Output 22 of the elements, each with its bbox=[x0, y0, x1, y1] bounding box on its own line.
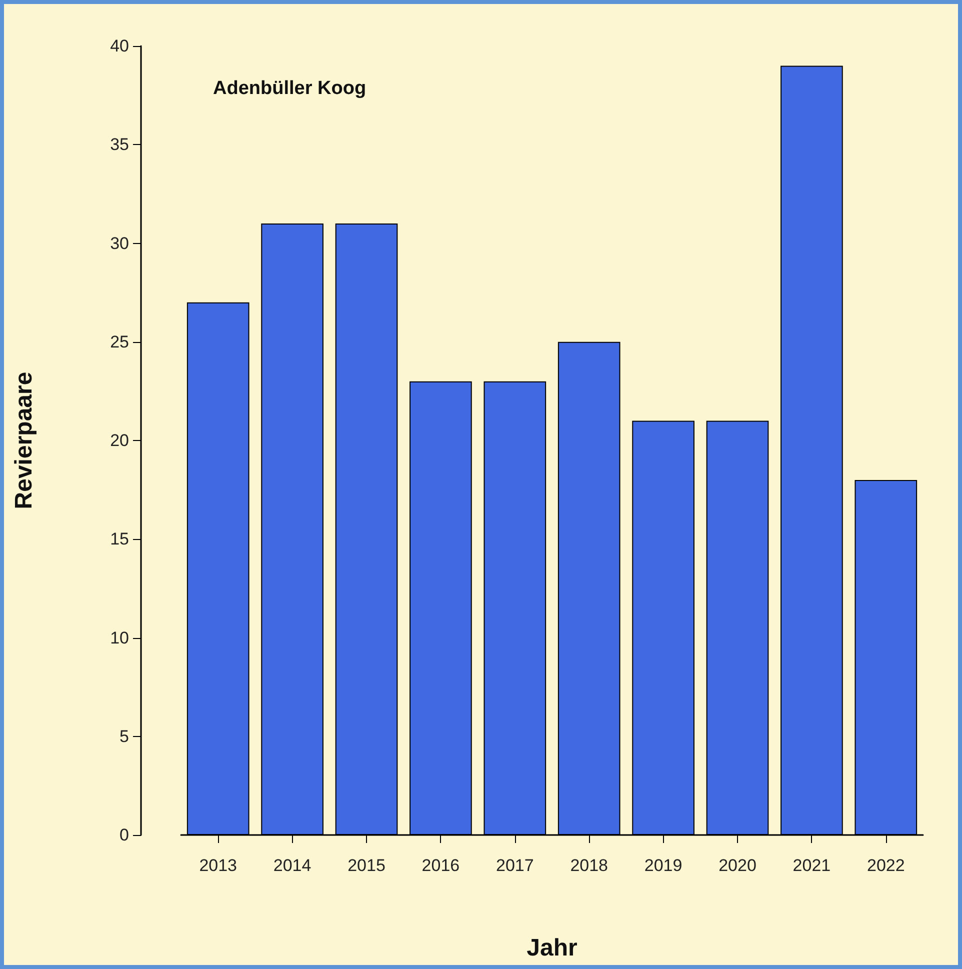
y-tick-label: 0 bbox=[120, 826, 129, 844]
x-tick-label: 2014 bbox=[273, 856, 312, 875]
x-tick-label: 2013 bbox=[199, 856, 238, 875]
x-axis-title: Jahr bbox=[526, 934, 578, 962]
y-tick-label: 20 bbox=[110, 431, 129, 450]
x-tick-label: 2018 bbox=[570, 856, 608, 875]
y-tick-label: 40 bbox=[110, 36, 129, 56]
y-axis-title: Revierpaare bbox=[10, 372, 38, 510]
y-tick-label: 15 bbox=[110, 530, 129, 549]
x-tick-label: 2019 bbox=[644, 856, 682, 875]
y-tick-label: 35 bbox=[110, 135, 129, 154]
text: Adenbüller Koog bbox=[213, 78, 366, 99]
y-tick-label: 10 bbox=[110, 628, 129, 648]
x-tick-label: 2017 bbox=[496, 856, 534, 875]
x-tick-label: 2021 bbox=[792, 856, 831, 875]
x-tick-label: 2020 bbox=[718, 856, 756, 875]
y-tick-label: 5 bbox=[120, 726, 129, 746]
y-tick-label: 25 bbox=[110, 332, 129, 352]
y-tick-label: 30 bbox=[110, 234, 129, 253]
x-tick-label: 2015 bbox=[348, 856, 386, 875]
x-tick-label: 2016 bbox=[422, 856, 460, 875]
x-tick-label: 2022 bbox=[866, 856, 905, 875]
